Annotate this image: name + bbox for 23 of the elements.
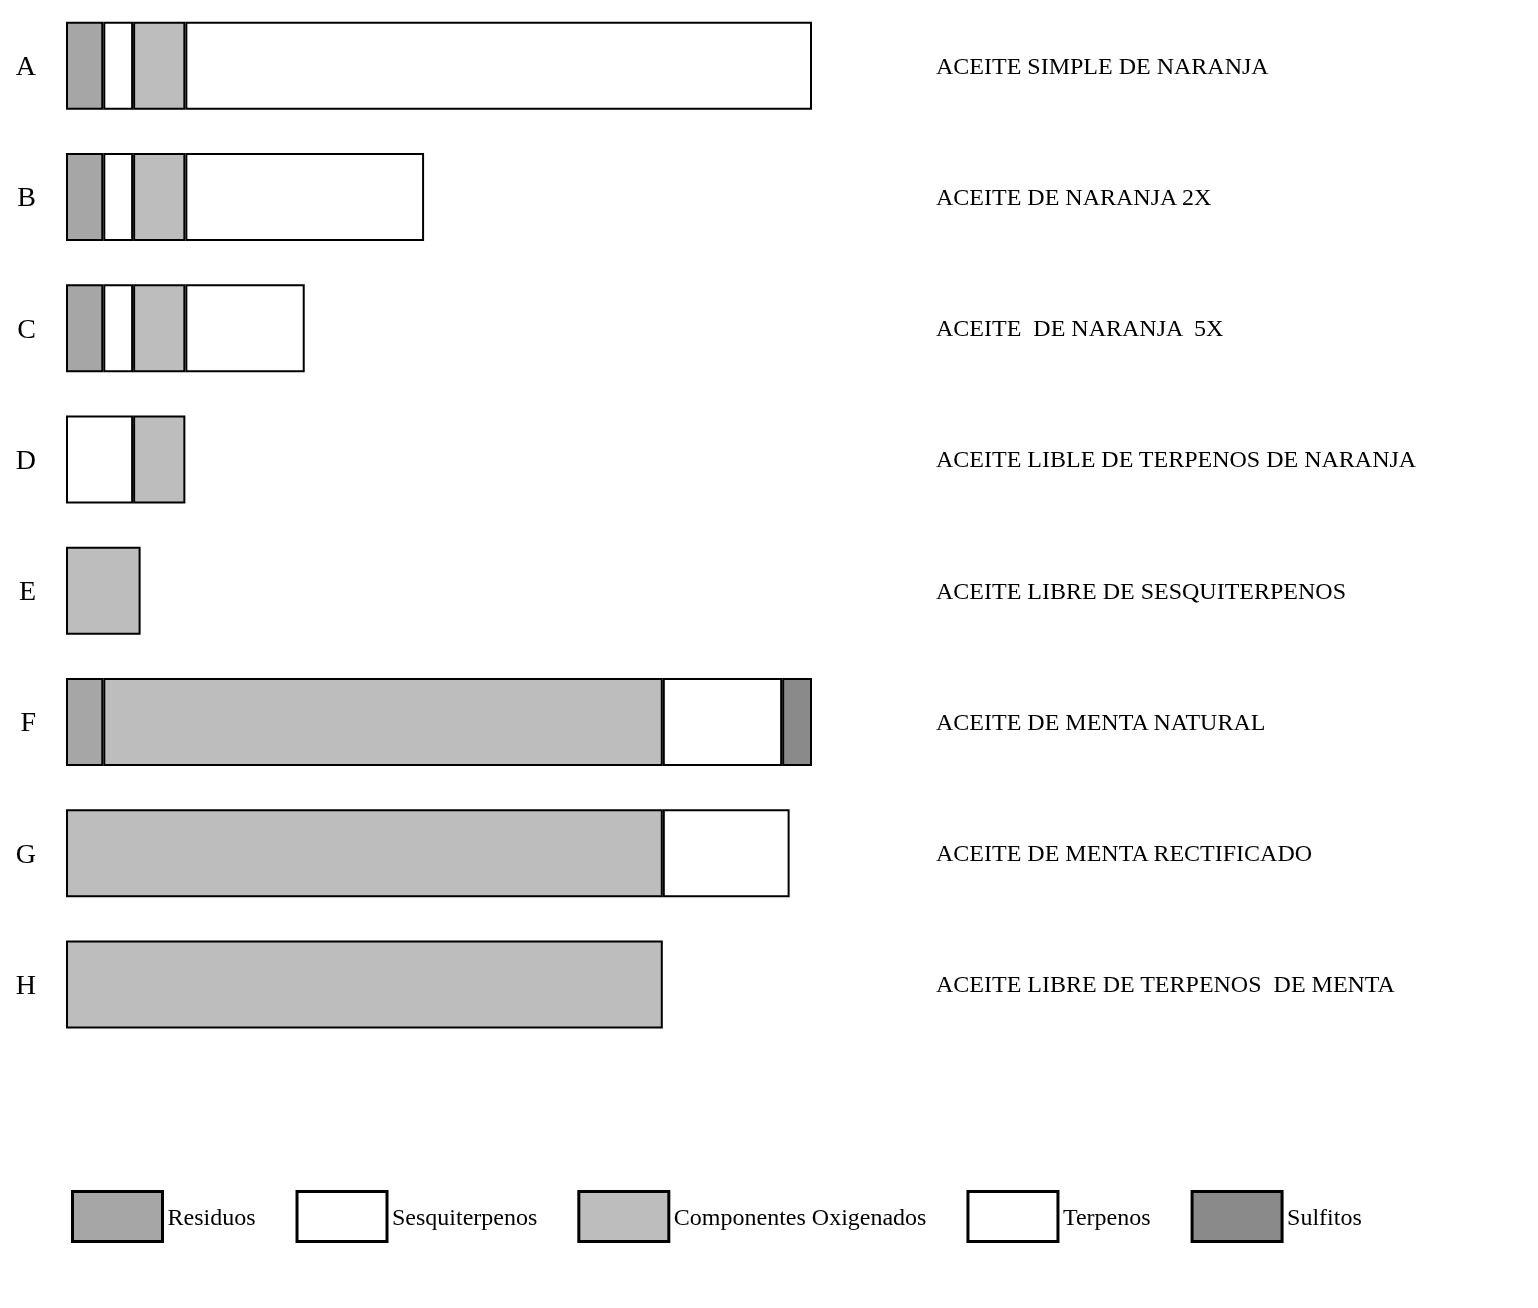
y-tick-label: C	[17, 312, 36, 344]
legend-label: Sulfitos	[1287, 1203, 1362, 1230]
y-tick-label: A	[15, 50, 37, 82]
y-tick-label: G	[15, 837, 36, 869]
y-tick-label: H	[15, 968, 36, 1000]
text: ACEITE LIBRE DE TERPENOS DE MENTA	[936, 971, 1396, 998]
y-tick-label: B	[17, 181, 36, 213]
y-tick-label: D	[15, 443, 36, 475]
y-tick-label: E	[18, 575, 36, 607]
text: ACEITE LIBRE DE SESQUITERPENOS	[936, 577, 1346, 604]
legend-label: Sesquiterpenos	[392, 1203, 538, 1230]
text: ACEITE LIBLE DE TERPENOS DE NARANJA	[936, 446, 1417, 473]
y-tick-label: F	[20, 706, 36, 738]
text: ACEITE SIMPLE DE NARANJA	[936, 52, 1270, 79]
text: ACEITE DE MENTA RECTIFICADO	[936, 840, 1313, 867]
legend-label: Terpenos	[1062, 1203, 1151, 1230]
text: ACEITE DE NARANJA 2X	[936, 183, 1212, 210]
text: ACEITE DE MENTA NATURAL	[936, 708, 1266, 735]
legend-label: Residuos	[167, 1203, 256, 1230]
legend-label: Componentes Oxigenados	[673, 1203, 927, 1230]
text: ACEITE DE NARANJA 5X	[936, 315, 1224, 342]
bar	[66, 940, 663, 1029]
bar	[66, 546, 141, 635]
